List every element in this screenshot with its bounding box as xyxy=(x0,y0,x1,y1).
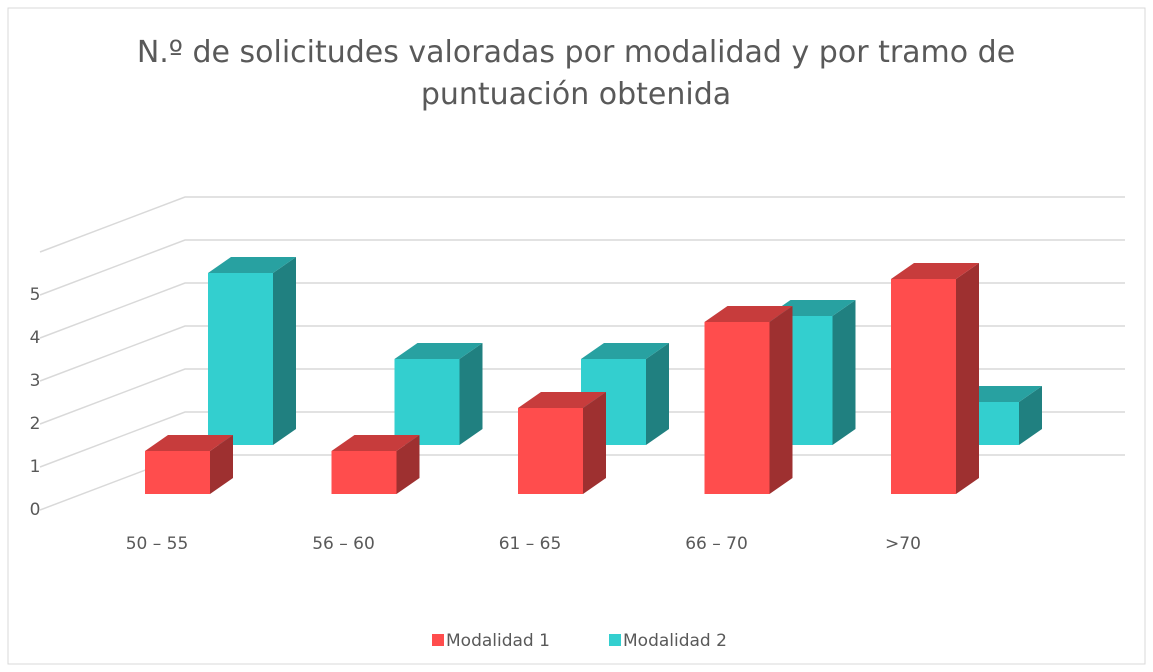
y-tick-label: 0 xyxy=(30,500,41,520)
bar-front xyxy=(208,273,273,445)
legend-label: Modalidad 1 xyxy=(446,631,550,651)
x-tick-label: 50 – 55 xyxy=(126,534,189,554)
y-tick-label: 4 xyxy=(30,328,41,348)
bar-top xyxy=(891,263,979,279)
x-tick-label: 66 – 70 xyxy=(685,534,748,554)
bar-side xyxy=(583,392,606,494)
bar-front xyxy=(394,359,460,445)
bar-front xyxy=(145,451,210,494)
legend-swatch xyxy=(609,634,621,646)
bar-side xyxy=(210,435,233,494)
bar-top xyxy=(581,343,669,359)
bar-side xyxy=(273,257,296,445)
bar xyxy=(518,392,606,494)
bar-front xyxy=(891,279,956,494)
x-tick-label: 56 – 60 xyxy=(312,534,375,554)
legend-label: Modalidad 2 xyxy=(623,631,727,651)
bar-side xyxy=(956,263,979,494)
bar xyxy=(891,263,979,494)
bar-side xyxy=(1019,386,1042,445)
chart-title: N.º de solicitudes valoradas por modalid… xyxy=(136,35,1016,112)
grid-line xyxy=(39,282,1125,339)
grid-line xyxy=(39,196,1125,253)
bar-side xyxy=(832,300,856,445)
bar-top xyxy=(518,392,606,408)
x-tick-label: >70 xyxy=(885,534,921,554)
grid-line xyxy=(39,239,1125,296)
bar-side xyxy=(459,343,483,445)
x-tick-label: 61 – 65 xyxy=(499,534,562,554)
bar-top xyxy=(394,343,483,359)
y-tick-label: 2 xyxy=(30,414,41,434)
y-tick-label: 5 xyxy=(30,285,41,305)
bar-side xyxy=(769,306,793,494)
legend-swatch xyxy=(432,634,444,646)
bar-top xyxy=(704,306,793,322)
bar-side xyxy=(646,343,669,445)
bar-side xyxy=(396,435,420,494)
bar xyxy=(208,257,296,445)
bar-front xyxy=(331,451,397,494)
bar xyxy=(394,343,483,445)
bar-top xyxy=(331,435,420,451)
y-tick-label: 1 xyxy=(30,457,41,477)
y-tick-label: 3 xyxy=(30,371,41,391)
bar xyxy=(145,435,233,494)
bar-front xyxy=(704,322,770,494)
bar-front xyxy=(518,408,583,494)
bar-top xyxy=(208,257,296,273)
bar-top xyxy=(145,435,233,451)
bar xyxy=(331,435,420,494)
bar xyxy=(704,306,793,494)
